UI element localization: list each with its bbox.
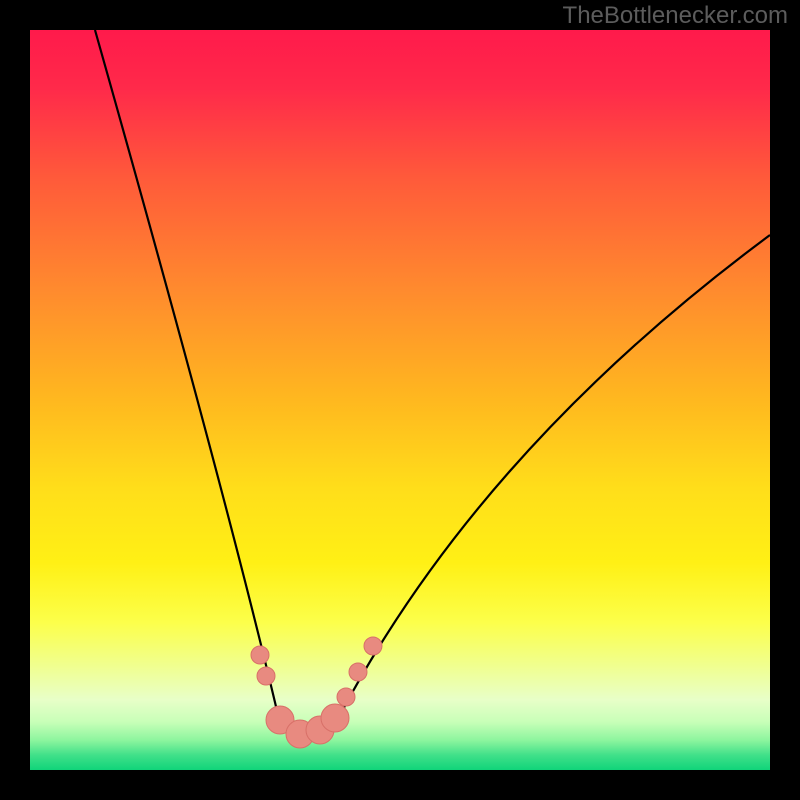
bead-marker bbox=[257, 667, 275, 685]
chart-container: TheBottlenecker.com bbox=[0, 0, 800, 800]
bead-marker bbox=[321, 704, 349, 732]
curve-overlay bbox=[0, 0, 800, 800]
beads-group bbox=[251, 637, 382, 748]
bead-marker bbox=[349, 663, 367, 681]
bead-marker bbox=[364, 637, 382, 655]
watermark-text: TheBottlenecker.com bbox=[563, 2, 788, 30]
bead-marker bbox=[337, 688, 355, 706]
curve-left-branch bbox=[95, 30, 278, 715]
curve-right-branch bbox=[340, 235, 770, 715]
bead-marker bbox=[251, 646, 269, 664]
